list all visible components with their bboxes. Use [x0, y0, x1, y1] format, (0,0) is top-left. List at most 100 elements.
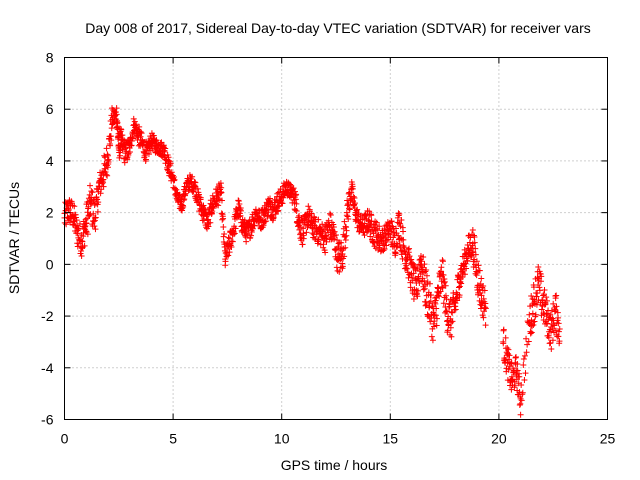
data-point: [339, 263, 346, 270]
data-point: [223, 251, 230, 258]
data-point: [555, 314, 562, 321]
data-point: [341, 218, 348, 225]
data-point: [458, 280, 465, 287]
y-tick-label: -6: [41, 412, 54, 428]
data-point: [361, 232, 368, 239]
data-point: [108, 125, 115, 132]
data-point: [283, 183, 290, 190]
data-point: [534, 282, 541, 289]
data-point: [130, 115, 137, 122]
data-point: [157, 139, 164, 146]
data-point: [361, 222, 368, 229]
data-point: [90, 218, 97, 225]
data-point: [97, 190, 104, 197]
data-point: [482, 322, 489, 329]
data-point: [317, 230, 324, 237]
data-point: [235, 197, 242, 204]
data-points: [61, 105, 563, 418]
data-point: [78, 248, 85, 255]
data-point: [382, 232, 389, 239]
data-point: [170, 176, 177, 183]
data-point: [94, 208, 101, 215]
data-point: [235, 197, 242, 204]
data-point: [469, 226, 476, 233]
data-point: [381, 245, 388, 252]
data-point: [400, 228, 407, 235]
data-point: [187, 178, 194, 185]
data-point: [548, 328, 555, 335]
data-point: [383, 237, 390, 244]
data-point: [376, 223, 383, 230]
data-point: [429, 337, 436, 344]
data-point: [504, 359, 511, 366]
data-point: [554, 317, 561, 324]
data-point: [519, 389, 526, 396]
data-point: [369, 227, 376, 234]
data-point: [526, 311, 533, 318]
data-point: [513, 367, 520, 374]
x-tick-label: 15: [383, 431, 399, 447]
data-point: [541, 287, 548, 294]
data-point: [433, 305, 440, 312]
data-point: [513, 353, 520, 360]
data-point: [533, 301, 540, 308]
data-point: [406, 245, 413, 252]
data-point: [441, 278, 448, 285]
data-point: [551, 322, 558, 329]
data-point: [452, 300, 459, 307]
data-point: [524, 341, 531, 348]
data-point: [117, 137, 124, 144]
data-point: [432, 297, 439, 304]
data-point: [516, 373, 523, 380]
data-point: [410, 270, 417, 277]
data-point: [224, 246, 231, 253]
data-point: [73, 222, 80, 229]
data-point: [461, 271, 468, 278]
data-point: [479, 312, 486, 319]
data-point: [322, 235, 329, 242]
x-tick-label: 0: [61, 431, 69, 447]
data-point: [545, 334, 552, 341]
y-tick-label: 2: [46, 205, 54, 221]
data-point: [237, 212, 244, 219]
data-point: [397, 220, 404, 227]
data-point: [78, 238, 85, 245]
data-point: [469, 240, 476, 247]
data-point: [74, 230, 81, 237]
data-point: [521, 376, 528, 383]
data-point: [456, 292, 463, 299]
data-point: [548, 346, 555, 353]
data-point: [335, 256, 342, 263]
data-point: [421, 261, 428, 268]
data-point: [104, 172, 111, 179]
data-point: [122, 150, 129, 157]
data-point: [192, 179, 199, 186]
data-point: [540, 292, 547, 299]
data-point: [373, 219, 380, 226]
data-point: [323, 232, 330, 239]
data-point: [221, 230, 228, 237]
data-point: [386, 231, 393, 238]
data-point: [220, 215, 227, 222]
data-point: [506, 363, 513, 370]
data-point: [94, 196, 101, 203]
y-tick-label: 0: [46, 256, 54, 272]
data-point: [532, 311, 539, 318]
data-point: [370, 230, 377, 237]
x-tick-label: 20: [491, 431, 507, 447]
data-point: [555, 320, 562, 327]
data-point: [294, 223, 301, 230]
data-point: [480, 314, 487, 321]
data-point: [553, 303, 560, 310]
data-point: [87, 182, 94, 189]
data-point: [89, 189, 96, 196]
data-point: [226, 249, 233, 256]
data-point: [275, 202, 282, 209]
data-point: [436, 293, 443, 300]
data-point: [407, 284, 414, 291]
data-point: [432, 312, 439, 319]
data-point: [368, 212, 375, 219]
data-point: [387, 225, 394, 232]
data-point: [92, 226, 99, 233]
